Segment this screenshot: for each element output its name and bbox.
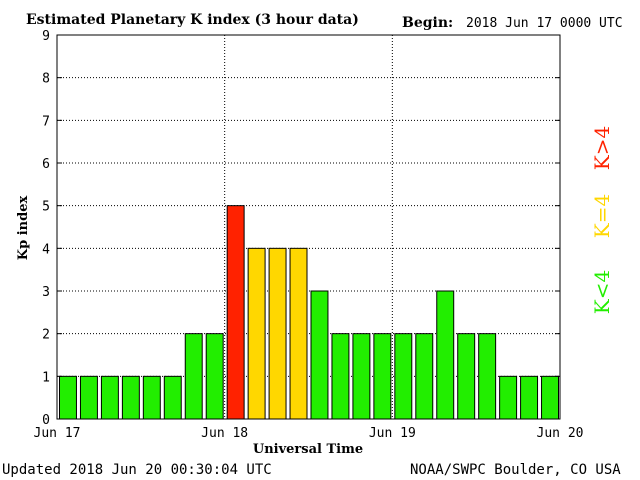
source-credit: NOAA/SWPC Boulder, CO USA bbox=[410, 462, 621, 478]
kp-bar bbox=[331, 333, 350, 420]
begin-label: Begin: bbox=[402, 15, 453, 31]
kp-bar bbox=[121, 375, 140, 420]
begin-value: 2018 Jun 17 0000 UTC bbox=[466, 16, 623, 31]
y-tick-label: 4 bbox=[42, 242, 50, 257]
kp-bar bbox=[289, 247, 308, 420]
kp-bar bbox=[352, 333, 371, 420]
kp-bar bbox=[163, 375, 182, 420]
y-tick-label: 5 bbox=[42, 200, 50, 215]
y-axis-ticks: 0 1 2 3 4 5 6 7 8 9 bbox=[42, 29, 560, 428]
x-axis-label: Universal Time bbox=[253, 442, 363, 457]
updated-timestamp: Updated 2018 Jun 20 00:30:04 UTC bbox=[2, 462, 272, 478]
kp-bar bbox=[268, 247, 287, 420]
y-tick-label: 6 bbox=[42, 157, 50, 172]
kp-bar bbox=[478, 333, 497, 420]
legend-equal: K=4 bbox=[590, 194, 614, 238]
kp-bar bbox=[184, 333, 203, 420]
y-tick-label: 8 bbox=[42, 72, 50, 87]
bars-group bbox=[59, 205, 559, 420]
kp-bar bbox=[499, 375, 518, 420]
kp-bar bbox=[520, 375, 539, 420]
y-tick-label: 2 bbox=[42, 328, 50, 343]
kp-bar bbox=[415, 333, 434, 420]
y-tick-label: 1 bbox=[42, 370, 50, 385]
chart-title: Estimated Planetary K index (3 hour data… bbox=[26, 12, 359, 28]
kp-bar bbox=[247, 247, 266, 420]
plot-frame bbox=[56, 34, 561, 420]
x-tick-label: Jun 19 bbox=[369, 426, 416, 441]
kp-bar bbox=[226, 205, 245, 420]
kp-bar bbox=[205, 333, 224, 420]
kp-bar bbox=[541, 375, 559, 420]
grid-lines bbox=[57, 35, 560, 419]
kp-bar bbox=[79, 375, 98, 420]
legend-high: K>4 bbox=[590, 126, 614, 170]
y-tick-label: 9 bbox=[42, 29, 50, 44]
y-tick-label: 7 bbox=[42, 114, 50, 129]
x-tick-label: Jun 20 bbox=[537, 426, 584, 441]
kp-bar bbox=[59, 375, 77, 420]
x-tick-label: Jun 17 bbox=[34, 426, 81, 441]
kp-bar bbox=[457, 333, 476, 420]
y-axis-label: Kp index bbox=[16, 196, 31, 261]
kp-bar bbox=[436, 290, 455, 420]
y-tick-label: 3 bbox=[42, 285, 50, 300]
kp-bar bbox=[310, 290, 329, 420]
kp-bar bbox=[100, 375, 119, 420]
x-tick-label: Jun 18 bbox=[201, 426, 248, 441]
y-tick-label: 0 bbox=[42, 413, 50, 428]
kp-bar bbox=[142, 375, 161, 420]
kp-bar bbox=[373, 333, 392, 420]
legend-low: K<4 bbox=[590, 270, 614, 314]
x-axis-ticks: Jun 17 Jun 18 Jun 19 Jun 20 bbox=[34, 426, 584, 441]
kp-bar bbox=[394, 333, 413, 420]
